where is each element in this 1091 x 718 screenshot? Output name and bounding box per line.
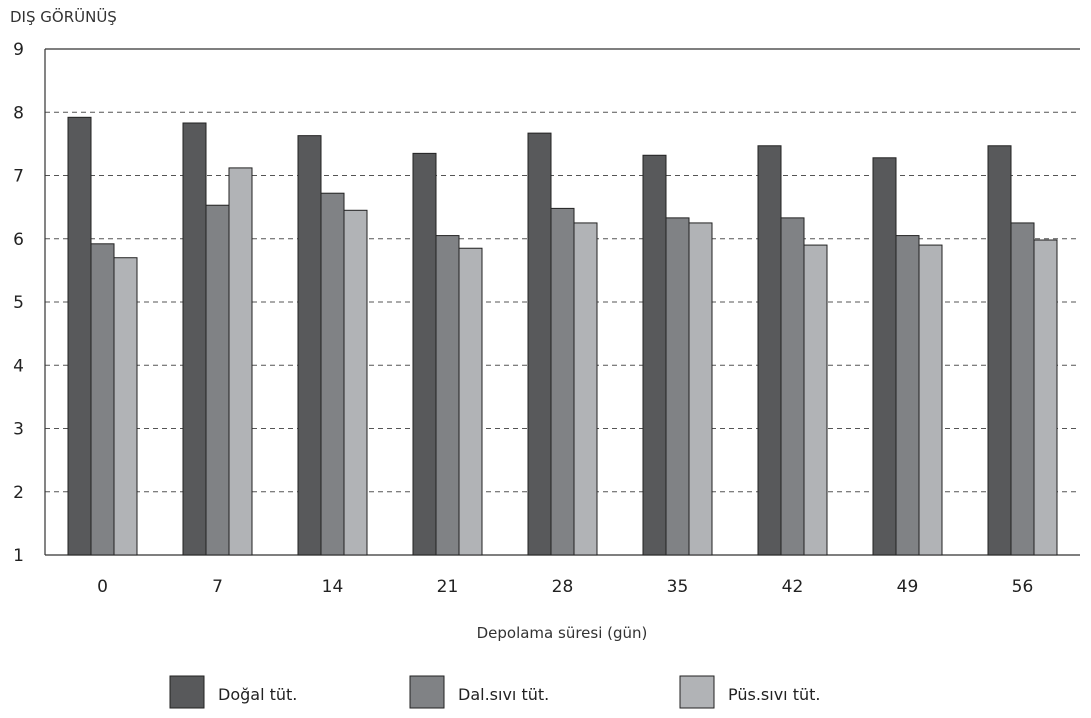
y-axis-title: DIŞ GÖRÜNÜŞ <box>10 7 117 26</box>
bar-42-series-3 <box>803 244 828 556</box>
bar-21-series-2 <box>435 235 460 556</box>
x-tick-35: 35 <box>667 577 689 597</box>
legend-swatch-3 <box>679 675 715 709</box>
bar-0-series-2 <box>90 243 115 556</box>
legend-label-3: Püs.sıvı tüt. <box>728 685 820 704</box>
y-tick-3: 3 <box>13 420 24 440</box>
x-tick-49: 49 <box>897 577 919 597</box>
x-tick-28: 28 <box>552 577 574 597</box>
legend-swatch-2 <box>409 675 445 709</box>
bar-21-series-1 <box>412 152 437 556</box>
bar-56-series-3 <box>1033 239 1058 556</box>
y-tick-9: 9 <box>13 40 24 60</box>
bar-56-series-1 <box>987 145 1012 556</box>
bar-28-series-2 <box>550 207 575 556</box>
x-tick-0: 0 <box>97 577 108 597</box>
bar-28-series-1 <box>527 132 552 556</box>
bar-14-series-2 <box>320 192 345 556</box>
bar-7-series-1 <box>182 122 207 556</box>
bar-21-series-3 <box>458 247 483 556</box>
x-tick-21: 21 <box>437 577 459 597</box>
x-axis-title: Depolama süresi (gün) <box>477 624 648 642</box>
bar-49-series-3 <box>918 244 943 556</box>
bar-28-series-3 <box>573 222 598 556</box>
bar-42-series-2 <box>780 217 805 556</box>
bar-56-series-2 <box>1010 222 1035 556</box>
x-tick-7: 7 <box>212 577 223 597</box>
y-tick-8: 8 <box>13 103 24 123</box>
y-tick-1: 1 <box>13 546 24 566</box>
bar-35-series-1 <box>642 154 667 556</box>
y-tick-4: 4 <box>13 356 24 376</box>
legend-label-2: Dal.sıvı tüt. <box>458 685 549 704</box>
bar-0-series-3 <box>113 257 138 556</box>
bar-7-series-3 <box>228 167 253 556</box>
bar-49-series-1 <box>872 157 897 556</box>
bar-14-series-3 <box>343 209 368 556</box>
y-tick-7: 7 <box>13 167 24 187</box>
bar-49-series-2 <box>895 235 920 556</box>
legend-label-1: Doğal tüt. <box>218 685 297 704</box>
bars <box>67 116 1058 556</box>
x-tick-14: 14 <box>322 577 344 597</box>
legend: Doğal tüt. Dal.sıvı tüt. Püs.sıvı tüt. <box>169 675 820 709</box>
bar-35-series-3 <box>688 222 713 556</box>
y-tick-6: 6 <box>13 230 24 250</box>
bar-35-series-2 <box>665 217 690 556</box>
bar-7-series-2 <box>205 204 230 556</box>
legend-swatch-1 <box>169 675 205 709</box>
bar-42-series-1 <box>757 145 782 556</box>
x-tick-42: 42 <box>782 577 804 597</box>
bar-0-series-1 <box>67 116 92 556</box>
x-tick-56: 56 <box>1012 577 1034 597</box>
bar-14-series-1 <box>297 135 322 556</box>
y-tick-2: 2 <box>13 483 24 503</box>
y-tick-5: 5 <box>13 293 24 313</box>
